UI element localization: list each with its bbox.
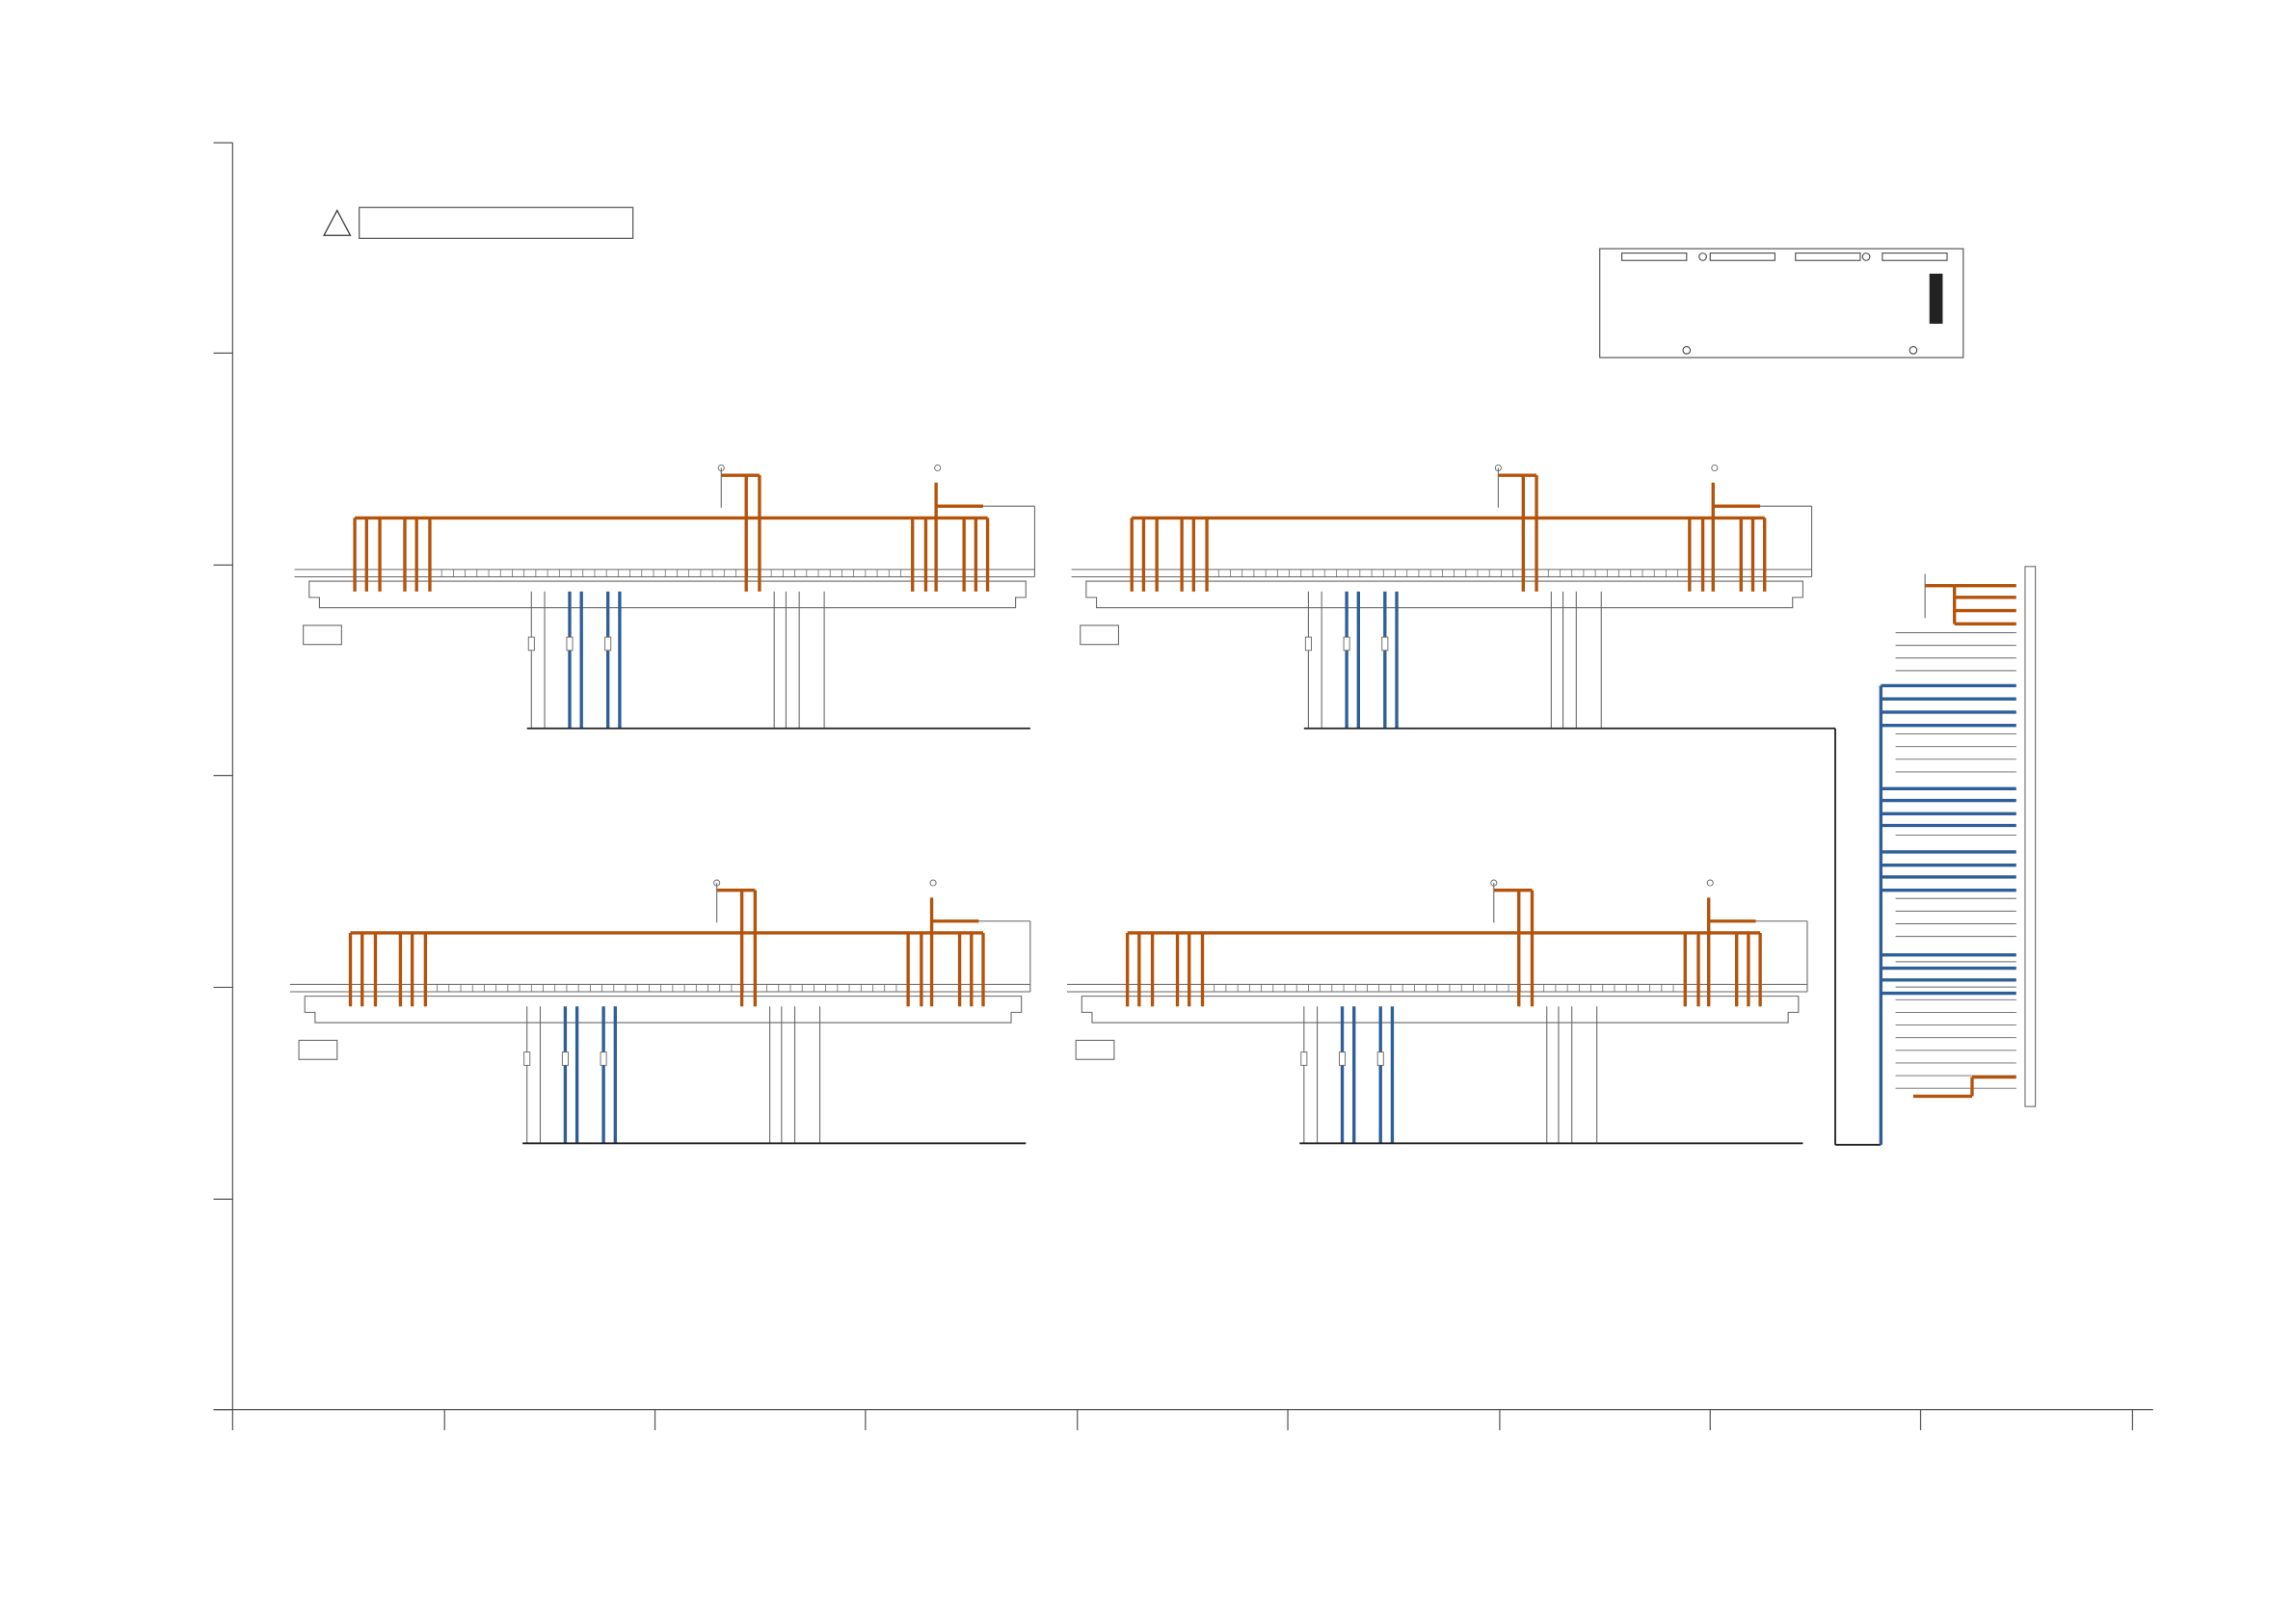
legend-block (1929, 273, 1943, 324)
ref-box (298, 1039, 338, 1060)
legend-box (1599, 248, 1964, 359)
board-outline (308, 580, 1027, 609)
ref-box (303, 625, 342, 646)
resistor (1381, 636, 1389, 652)
sheet-frame (213, 143, 2153, 1411)
resistor (600, 1051, 607, 1066)
resistor (527, 636, 535, 652)
board-outline (1085, 580, 1803, 609)
legend-frame (1599, 248, 1964, 359)
resistor (1376, 1051, 1384, 1066)
board-outline (304, 996, 1023, 1024)
legend-symbol (1861, 253, 1871, 261)
circuit (213, 142, 2134, 1430)
ref-box (1075, 1039, 1115, 1060)
test-point (934, 464, 942, 472)
warning-note (323, 206, 634, 239)
test-point (929, 879, 937, 887)
legend-hatch (1709, 253, 1775, 261)
test-point (717, 464, 725, 472)
resistor (1304, 636, 1312, 652)
legend-symbol (1698, 253, 1707, 261)
resistor (1300, 1051, 1308, 1066)
board-outline (1081, 996, 1800, 1024)
resistor (1343, 636, 1350, 652)
test-point (1490, 879, 1498, 887)
resistor (1339, 1051, 1347, 1066)
test-point (1706, 879, 1714, 887)
resistor (566, 636, 574, 652)
warning-triangle (323, 209, 352, 236)
test-point (1494, 464, 1502, 472)
ref-box (1080, 625, 1119, 646)
test-point (1711, 464, 1719, 472)
connector (2024, 566, 2037, 1107)
note-box (359, 206, 634, 239)
resistor (604, 636, 612, 652)
legend-hatch (1795, 253, 1861, 261)
test-point (713, 879, 721, 887)
resistor (523, 1051, 531, 1066)
legend-symbol (1909, 346, 1918, 355)
resistor (561, 1051, 569, 1066)
legend-hatch (1882, 253, 1948, 261)
legend-symbol (1682, 346, 1692, 355)
legend-hatch (1621, 253, 1688, 261)
